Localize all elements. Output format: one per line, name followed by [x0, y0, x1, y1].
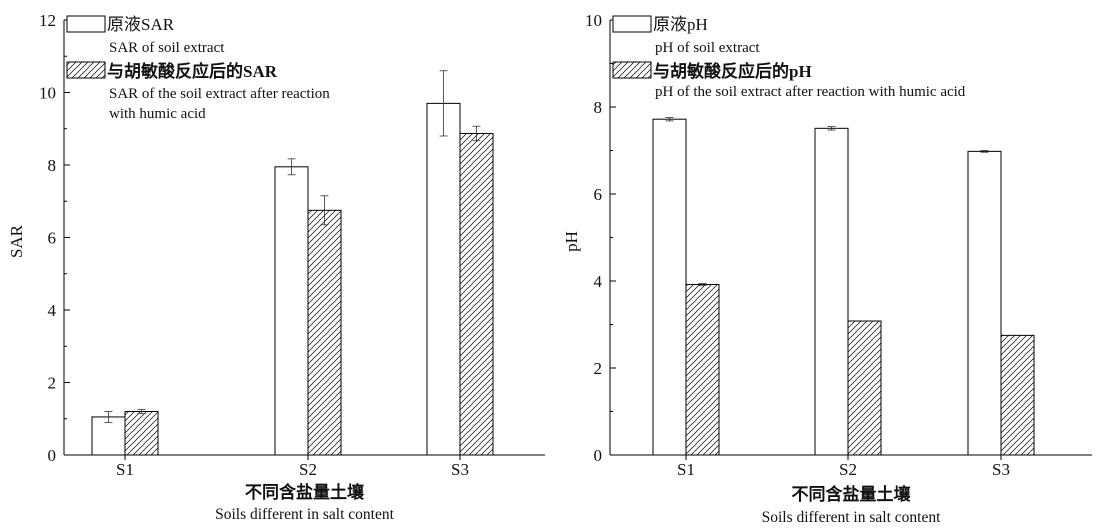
- y-tick-label: 0: [48, 446, 57, 465]
- x-tick-label: S1: [677, 460, 695, 479]
- y-tick-label: 6: [48, 229, 57, 248]
- x-axis-label: 不同含盐量土壤: [245, 482, 365, 502]
- legend-entry-2-label: 与胡敏酸反应后的SAR: [107, 61, 278, 81]
- bar-s1-series-2: [124, 411, 159, 456]
- legend-entry-2-label-english: pH of the soil extract after reaction wi…: [655, 84, 966, 100]
- legend-entry-1-label-english: SAR of soil extract: [109, 40, 225, 56]
- x-axis-label: 不同含盐量土壤: [792, 484, 912, 504]
- legend-entry-2-label-english-cont: with humic acid: [109, 106, 206, 122]
- legend-entry-2-label: 与胡敏酸反应后的pH: [653, 61, 812, 81]
- legend-swatch-hatched: [66, 61, 106, 79]
- x-tick-label: S2: [299, 460, 317, 479]
- bar-s3-series-2: [459, 132, 494, 456]
- y-axis-label: SAR: [7, 224, 26, 258]
- y-tick-label: 4: [48, 301, 57, 320]
- bar-s2-series-1: [814, 127, 849, 456]
- legend-swatch-open: [612, 15, 652, 33]
- legend: 原液pH pH of soil extract 与胡敏酸反应后的pH pH of th…: [612, 15, 966, 100]
- y-axis-label: pH: [562, 231, 581, 252]
- y-tick-label: 8: [594, 98, 603, 117]
- y-tick-label: 4: [594, 272, 603, 291]
- legend-entry-2-label-english: SAR of the soil extract after reaction: [109, 86, 330, 102]
- sar-bar-chart: 0 2 4 6 8 10 12 S1 S2 S3 SAR 不同含盐量土壤 Soils different…: [7, 11, 545, 523]
- legend-swatch-open: [66, 15, 106, 33]
- bar-s2-series-1: [274, 166, 309, 456]
- y-tick-label: 0: [594, 446, 603, 465]
- bar-s3-series-2: [1000, 334, 1035, 456]
- y-tick-label: 10: [585, 11, 602, 30]
- legend-entry-1-label: 原液SAR: [107, 15, 175, 34]
- x-tick-label: S1: [116, 460, 134, 479]
- x-axis-label-english: Soils different in salt content: [215, 506, 394, 523]
- bar-s1-series-1: [652, 118, 687, 456]
- x-tick-label: S3: [992, 460, 1010, 479]
- bar-s1-series-2: [685, 283, 720, 456]
- legend-entry-1-label-english: pH of soil extract: [655, 40, 760, 56]
- legend: 原液SAR SAR of soil extract 与胡敏酸反应后的SAR SAR o…: [66, 15, 330, 122]
- bar-s2-series-2: [847, 320, 882, 456]
- y-tick-label: 2: [48, 374, 57, 393]
- x-axis-label-english: Soils different in salt content: [762, 509, 941, 526]
- x-tick-label: S2: [839, 460, 857, 479]
- x-tick-label: S3: [451, 460, 469, 479]
- legend-entry-1-label: 原液pH: [653, 15, 708, 34]
- ph-bar-chart: 0 2 4 6 8 10 S1 S2 S3 pH 不同含盐量土壤 Soils different in…: [562, 11, 1092, 526]
- y-tick-label: 6: [594, 185, 603, 204]
- bar-s2-series-2: [307, 209, 342, 456]
- bar-s3-series-1: [426, 102, 461, 456]
- y-tick-label: 8: [48, 156, 57, 175]
- y-tick-label: 12: [39, 11, 56, 30]
- bar-s3-series-1: [967, 150, 1002, 456]
- y-tick-label: 2: [594, 359, 603, 378]
- y-tick-label: 10: [39, 84, 56, 103]
- legend-swatch-hatched: [612, 61, 652, 79]
